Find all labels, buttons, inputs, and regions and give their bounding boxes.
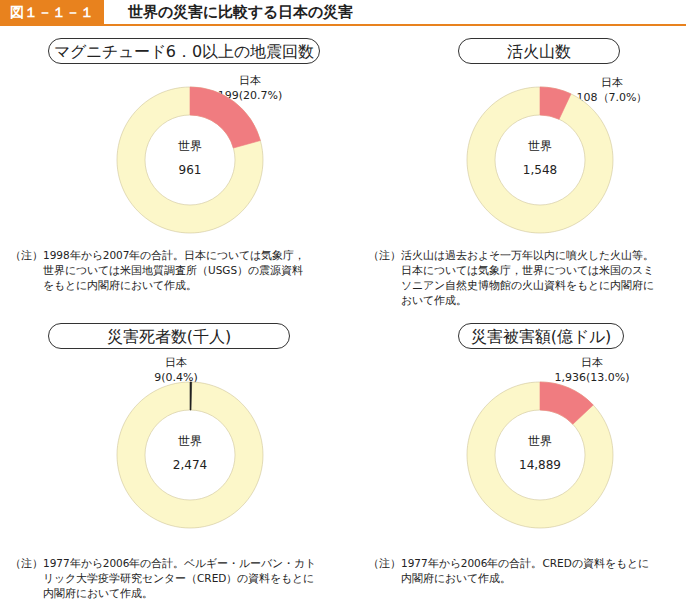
html-text:ソニアン自然史博物館の火山資料をもとに内閣府に: ソニアン自然史博物館の火山資料をもとに内閣府に xyxy=(401,279,654,291)
svg-text:14,889: 14,889 xyxy=(519,458,561,472)
html-text:をもとに内閣府において作成。: をもとに内閣府において作成。 xyxy=(43,279,197,291)
svg-text:日本: 日本 xyxy=(581,356,603,369)
svg-text:世界: 世界 xyxy=(178,434,202,448)
svg-text:日本: 日本 xyxy=(165,356,187,369)
svg-text:199(20.7%): 199(20.7%) xyxy=(217,88,283,102)
html-text:（注）1977年から2006年の合計。CREDの資料をもとに: （注）1977年から2006年の合計。CREDの資料をもとに xyxy=(368,557,649,569)
html-text:日本については気象庁，世界については米国のスミ: 日本については気象庁，世界については米国のスミ xyxy=(401,264,654,276)
html-text:図１－１－１: 図１－１－１ xyxy=(10,4,94,20)
svg-text:1,936(13.0%): 1,936(13.0%) xyxy=(554,371,629,384)
html-text:災害被害額(億ドル): 災害被害額(億ドル) xyxy=(470,327,612,346)
html-text:世界の災害に比較する日本の災害: 世界の災害に比較する日本の災害 xyxy=(128,3,353,21)
html-text:世界については米国地質調査所（USGS）の震源資料: 世界については米国地質調査所（USGS）の震源資料 xyxy=(43,264,304,276)
html-text:マグニチュード6．0以上の地震回数: マグニチュード6．0以上の地震回数 xyxy=(53,42,315,61)
html-text:（注）1977年から2006年の合計。ベルギー・ルーバン・カ: （注）1977年から2006年の合計。ベルギー・ルーバン・カト xyxy=(10,557,317,569)
svg-text:1,548: 1,548 xyxy=(523,163,557,177)
html-text:リック大学疫学研究センター（CRED）の資料をもとに: リック大学疫学研究センター（CRED）の資料をもとに xyxy=(43,572,315,584)
html-text:災害死者数(千人): 災害死者数(千人) xyxy=(106,327,232,346)
html-text:（注）活火山は過去およそ一万年以内に噴火した火山等。: （注）活火山は過去およそ一万年以内に噴火した火山等。 xyxy=(368,249,654,261)
html-text:内閣府において作成。: 内閣府において作成。 xyxy=(401,572,511,584)
svg-text:日本: 日本 xyxy=(601,76,623,89)
html-text:内閣府において作成。: 内閣府において作成。 xyxy=(43,587,153,599)
svg-text:世界: 世界 xyxy=(178,139,202,153)
svg-text:961: 961 xyxy=(179,163,202,177)
html-text:活火山数: 活火山数 xyxy=(507,42,571,61)
svg-text:世界: 世界 xyxy=(528,434,552,448)
svg-text:日本: 日本 xyxy=(239,74,261,87)
svg-text:2,474: 2,474 xyxy=(173,458,207,472)
svg-text:108（7.0%）: 108（7.0%） xyxy=(577,91,648,104)
svg-text:9(0.4%): 9(0.4%) xyxy=(154,371,198,384)
svg-text:世界: 世界 xyxy=(528,139,552,153)
html-text:（注）1998年から2007年の合計。日本については気象庁，: （注）1998年から2007年の合計。日本については気象庁， xyxy=(10,249,306,261)
html-text:おいて作成。: おいて作成。 xyxy=(401,294,467,306)
